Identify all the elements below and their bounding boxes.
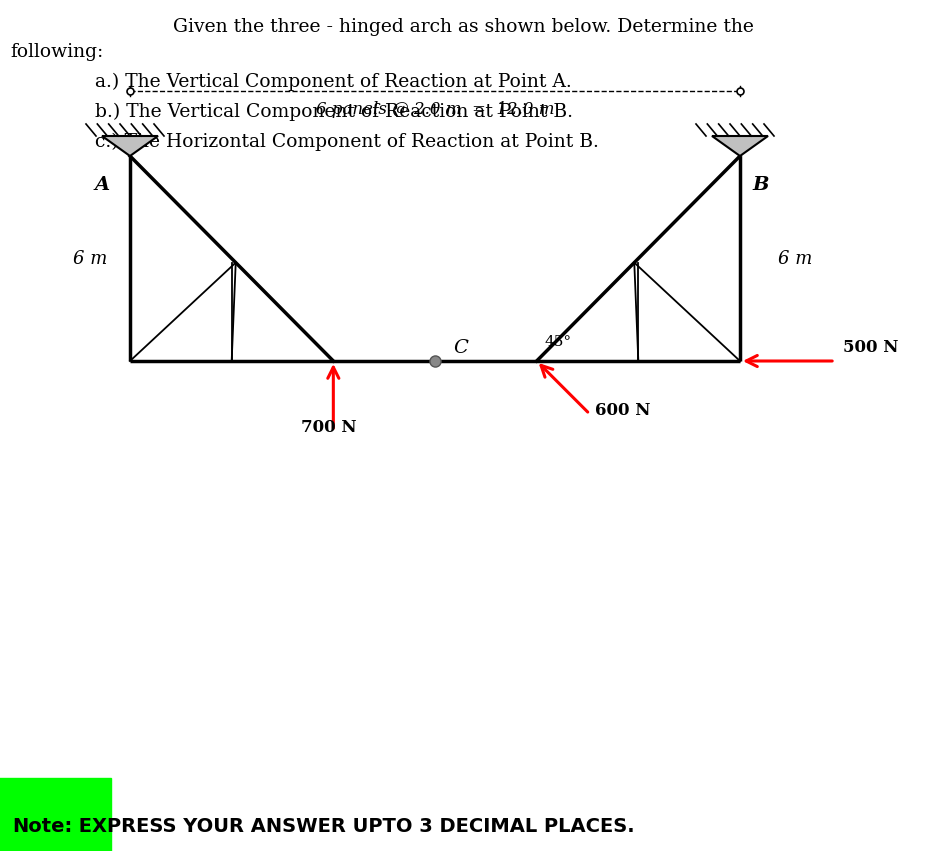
Polygon shape: [102, 136, 158, 156]
Text: 700 N: 700 N: [300, 419, 356, 436]
Text: EXPRESS YOUR ANSWER UPTO 3 DECIMAL PLACES.: EXPRESS YOUR ANSWER UPTO 3 DECIMAL PLACE…: [72, 816, 635, 836]
Text: 45°: 45°: [545, 335, 572, 349]
Text: C: C: [453, 339, 468, 357]
Polygon shape: [712, 136, 768, 156]
Text: Given the three - hinged arch as shown below. Determine the: Given the three - hinged arch as shown b…: [172, 18, 754, 36]
Text: a.) The Vertical Component of Reaction at Point A.: a.) The Vertical Component of Reaction a…: [95, 73, 572, 91]
Text: following:: following:: [10, 43, 103, 61]
Text: 600 N: 600 N: [595, 402, 650, 419]
Text: 6 m: 6 m: [778, 249, 812, 267]
Text: b.) The Vertical Component of Reaction at Point B.: b.) The Vertical Component of Reaction a…: [95, 103, 573, 121]
Text: Note:: Note:: [12, 816, 72, 836]
Text: 6 panels @ 2.0 m  =  12.0 m: 6 panels @ 2.0 m = 12.0 m: [316, 101, 554, 118]
Text: A: A: [95, 176, 110, 194]
Text: 500 N: 500 N: [843, 339, 898, 356]
Text: 6 m: 6 m: [73, 249, 108, 267]
Text: c.) The Horizontal Component of Reaction at Point B.: c.) The Horizontal Component of Reaction…: [95, 133, 599, 151]
Text: B: B: [752, 176, 768, 194]
